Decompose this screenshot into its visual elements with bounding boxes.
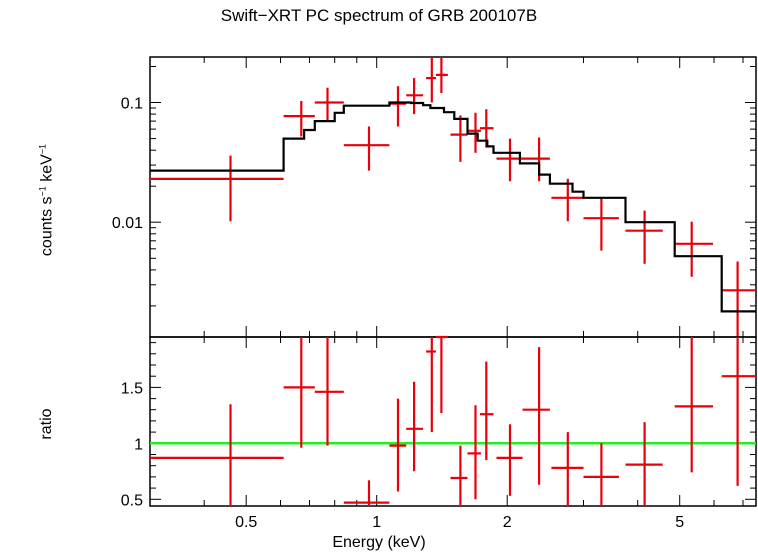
x-tick-label: 0.5 — [235, 514, 257, 531]
x-tick-label: 5 — [675, 514, 684, 531]
ratio-y-tick-label: 0.5 — [121, 492, 143, 509]
spectrum-y-tick-label: 0.1 — [121, 96, 143, 113]
ratio-y-tick-label: 1.5 — [121, 380, 143, 397]
x-tick-label: 1 — [372, 514, 381, 531]
x-axis-label: Energy (keV) — [332, 534, 426, 551]
spectrum-frame — [149, 56, 757, 338]
ratio-y-tick-label: 1 — [134, 436, 143, 453]
chart-title: Swift−XRT PC spectrum of GRB 200107B — [220, 6, 538, 25]
x-tick-label: 2 — [503, 514, 512, 531]
ratio-frame — [149, 336, 757, 507]
model-curve — [150, 101, 756, 313]
spectrum-y-tick-label: 0.01 — [112, 215, 143, 232]
